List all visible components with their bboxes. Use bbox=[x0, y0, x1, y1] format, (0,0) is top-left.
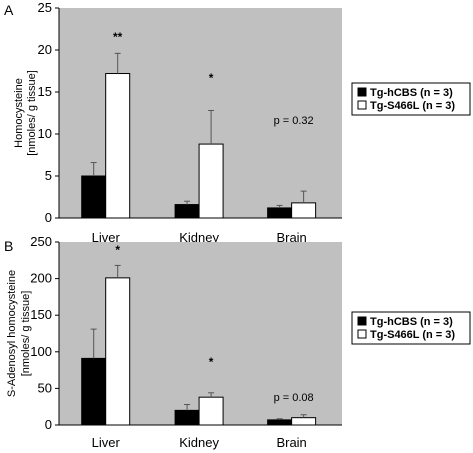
significance-marker: * bbox=[209, 71, 214, 85]
y-tick-label: 250 bbox=[30, 234, 52, 249]
bar-brain-series-2 bbox=[291, 202, 317, 219]
bar-brain-series-1 bbox=[267, 207, 293, 219]
y-axis-label: [nmoles/ g tissue] bbox=[26, 70, 38, 156]
bar-liver-series-2 bbox=[105, 73, 131, 219]
y-tick-label: 200 bbox=[30, 271, 52, 286]
category-label: Brain bbox=[276, 230, 306, 245]
category-label: Liver bbox=[92, 435, 121, 450]
legend-entry: Tg-hCBS (n = 3) bbox=[370, 87, 453, 99]
legend-entry: Tg-hCBS (n = 3) bbox=[370, 316, 453, 328]
legend-swatch bbox=[357, 100, 367, 110]
y-tick-label: 25 bbox=[38, 0, 52, 15]
significance-marker: * bbox=[209, 355, 214, 369]
y-tick-label: 0 bbox=[45, 417, 52, 432]
legend-box bbox=[351, 311, 471, 345]
legend-swatch bbox=[357, 329, 367, 339]
y-tick-label: 20 bbox=[38, 42, 52, 57]
y-tick-label: 5 bbox=[45, 168, 52, 183]
legend-box bbox=[351, 82, 471, 116]
bar-kidney-series-1 bbox=[174, 204, 200, 219]
legend-entry: Tg-S466L (n = 3) bbox=[370, 100, 455, 112]
category-label: Kidney bbox=[179, 230, 219, 245]
category-label: Liver bbox=[92, 230, 121, 245]
p-value-annotation: p = 0.08 bbox=[274, 392, 314, 404]
bar-kidney-series-2 bbox=[198, 143, 224, 219]
significance-marker: ** bbox=[113, 30, 123, 44]
y-tick-label: 0 bbox=[45, 210, 52, 225]
bar-liver-series-1 bbox=[81, 175, 107, 219]
y-tick-label: 10 bbox=[38, 126, 52, 141]
category-label: Brain bbox=[276, 435, 306, 450]
bar-brain-series-1 bbox=[267, 419, 293, 426]
p-value-annotation: p = 0.32 bbox=[274, 115, 314, 127]
bar-liver-series-1 bbox=[81, 357, 107, 426]
significance-marker: * bbox=[115, 243, 120, 257]
y-axis-label: [nmoles/ g tissue] bbox=[20, 291, 32, 377]
legend: Tg-hCBS (n = 3)Tg-S466L (n = 3) bbox=[351, 82, 471, 116]
bar-liver-series-2 bbox=[105, 277, 131, 426]
chart-panel-b: B 0 50 100 150 200 250 S-Adenosyl homocysteine[… bbox=[4, 234, 471, 450]
chart-panel-a: A 0 5 10 15 20 25 Homocysteine [nmoles/ g tissue… bbox=[4, 0, 471, 245]
panel-label: A bbox=[4, 2, 14, 18]
y-tick-label: 15 bbox=[38, 84, 52, 99]
y-tick-label: 150 bbox=[30, 307, 52, 322]
y-tick-label: 100 bbox=[30, 344, 52, 359]
category-label: Kidney bbox=[179, 435, 219, 450]
bar-kidney-series-1 bbox=[174, 409, 200, 426]
panel-label: B bbox=[4, 238, 13, 254]
legend-swatch bbox=[357, 87, 367, 97]
bar-brain-series-2 bbox=[291, 417, 317, 426]
y-tick-label: 50 bbox=[38, 380, 52, 395]
bar-kidney-series-2 bbox=[198, 396, 224, 426]
legend-swatch bbox=[357, 316, 367, 326]
legend: Tg-hCBS (n = 3)Tg-S466L (n = 3) bbox=[351, 311, 471, 345]
y-axis-label: Homocysteine bbox=[13, 78, 25, 148]
legend-entry: Tg-S466L (n = 3) bbox=[370, 329, 455, 341]
y-axis-label: S-Adenosyl homocysteine bbox=[6, 270, 18, 397]
